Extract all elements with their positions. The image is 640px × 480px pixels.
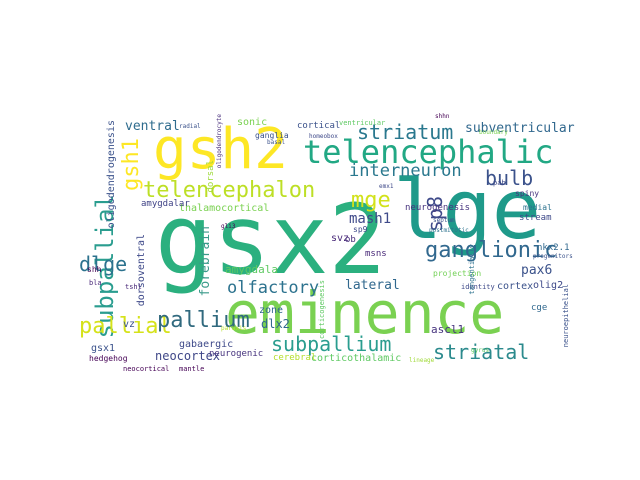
word: projection <box>433 269 482 278</box>
word: pax6 <box>521 263 553 278</box>
word: basal <box>267 139 286 146</box>
word: neurogenic <box>209 349 264 359</box>
word: ventral <box>125 119 180 134</box>
word: olfactory <box>227 278 320 298</box>
word: pallium <box>157 308 250 333</box>
word: gsx2 <box>155 184 387 296</box>
word: pab <box>493 179 506 187</box>
word: dorsal <box>206 160 216 193</box>
word: dlx2 <box>261 317 290 331</box>
word: boundary <box>479 129 508 136</box>
word: olig2 <box>533 280 564 291</box>
word: gsh2 <box>153 117 288 182</box>
word: zone <box>259 305 284 316</box>
word: radial <box>179 123 201 130</box>
word: ventricular <box>339 119 386 127</box>
word: eminence <box>225 279 505 347</box>
word: svz <box>331 233 350 244</box>
word: cortical <box>297 121 341 131</box>
word: tangentially <box>468 244 476 295</box>
word: bla <box>89 279 102 287</box>
word: hedgehog <box>89 354 128 363</box>
word: amygdalar <box>141 199 190 209</box>
word: subpallium <box>271 332 392 356</box>
word: forebrain <box>198 226 213 297</box>
word: amygdala <box>225 263 278 276</box>
word: msns <box>365 249 387 259</box>
word: homeobox <box>309 133 338 140</box>
word: identity <box>461 283 495 291</box>
word: gsx1 <box>91 343 116 354</box>
word: vz <box>123 319 136 330</box>
word: ob <box>345 235 356 245</box>
word: oligodendrogenesis <box>106 120 117 229</box>
word: striatum <box>357 120 454 144</box>
word: sonic <box>237 117 268 128</box>
word: mash1 <box>349 211 392 227</box>
word: gsh1 <box>119 138 144 191</box>
word: progenitors <box>533 253 573 260</box>
word: tshl <box>125 283 142 291</box>
word: emx1 <box>379 183 394 190</box>
word: gyrus <box>471 347 490 354</box>
word: lineage <box>409 357 435 364</box>
word: dlge <box>79 252 128 276</box>
word: bulb <box>485 166 534 190</box>
word: gabaergic <box>179 339 234 350</box>
word: cerebral <box>273 353 317 363</box>
word: thalamocortical <box>179 203 270 214</box>
word: gli3 <box>221 223 236 230</box>
word: corticogenesis <box>318 280 326 340</box>
word: neocortical <box>123 365 170 373</box>
word-cloud: gsx2 lge eminence gsh2 telencephalic tel… <box>75 104 575 376</box>
word: cge <box>531 303 548 313</box>
word: oligodendrocyte <box>216 114 223 169</box>
word: telencephalon <box>143 178 316 203</box>
word: pallial <box>79 314 172 339</box>
word: spiny <box>515 189 540 198</box>
word: medial <box>523 203 552 212</box>
word: dorsoventral <box>136 234 147 307</box>
word: stream <box>519 213 552 223</box>
word: telencephalic <box>303 133 554 171</box>
word: paraxis <box>221 325 247 332</box>
word: shhn <box>435 113 450 120</box>
word: ascl1 <box>431 323 465 336</box>
word: neocortex <box>155 349 221 363</box>
word: subventricular <box>465 121 575 136</box>
word: corticothalamic <box>311 353 402 364</box>
word: lateral <box>345 278 400 293</box>
word: septum <box>433 217 455 224</box>
word: mantle <box>179 365 205 373</box>
word: ganglia <box>255 131 289 140</box>
word: nkx2.1 <box>537 243 570 253</box>
word: mge <box>351 188 391 213</box>
word: postmitotic <box>429 227 469 234</box>
word: neuroepithelial <box>562 284 570 348</box>
word: shh <box>87 265 102 274</box>
word: sp9 <box>353 225 368 234</box>
word: lge <box>393 163 542 258</box>
word: striatal <box>433 340 530 364</box>
word: interneuron <box>349 161 462 181</box>
word: cortex <box>497 281 534 292</box>
word: ganglionic <box>425 238 558 263</box>
word: neurogenesis <box>405 203 471 213</box>
